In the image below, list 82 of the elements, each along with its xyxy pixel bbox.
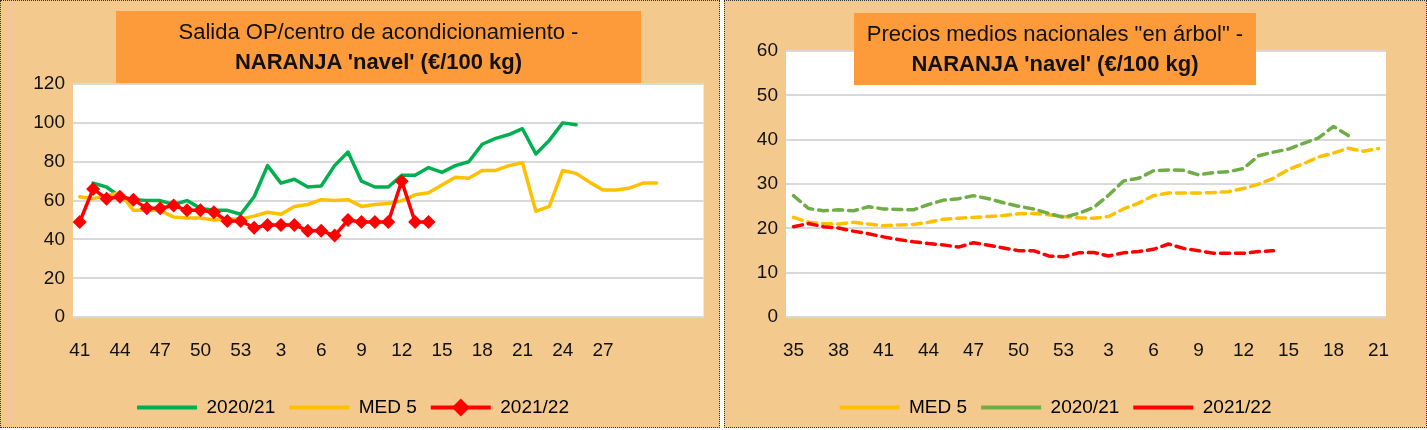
y-tick-label: 10 [756,261,778,283]
x-tick-label: 50 [189,338,212,360]
y-tick-label: 60 [756,39,778,61]
x-tick-label: 47 [962,338,985,360]
point [314,223,329,238]
point [354,214,369,229]
y-tick-label: 40 [756,127,778,149]
x-tick-label: 18 [471,338,493,360]
x-tick-label: 6 [1148,338,1159,360]
x-tick-label: 38 [827,338,850,360]
point [99,191,114,206]
point [126,192,141,207]
point [112,189,127,204]
x-tick-label: 12 [391,338,413,360]
y-tick-label: 20 [43,266,65,288]
y-tick-label: 50 [756,83,778,105]
point [180,203,195,218]
x-tick-label: 47 [149,338,171,360]
x-tick-label: 44 [109,338,131,360]
x-tick-label: 24 [552,338,574,360]
point [233,214,248,229]
point [381,214,396,229]
legend-label: MED 5 [358,395,417,417]
y-tick-label: 30 [756,172,778,194]
x-tick-label: 27 [592,338,614,360]
point [273,217,288,232]
x-tick-label: 41 [872,338,895,360]
point [166,198,181,213]
x-tick-label: 53 [1052,338,1075,360]
chart-subtitle: NARANJA 'navel' (€/100 kg) [233,48,524,76]
point [220,214,235,229]
point [153,201,168,216]
y-tick-label: 120 [33,72,65,94]
x-tick-label: 21 [511,338,534,360]
x-tick-label: 9 [356,338,367,360]
x-tick-label: 35 [782,338,805,360]
y-tick-label: 20 [756,216,778,238]
x-tick-label: 9 [1193,338,1204,360]
y-tick-label: 60 [43,188,65,210]
point [408,214,423,229]
x-tick-label: 53 [230,338,252,360]
y-tick-label: 80 [43,149,65,171]
legend-label: 2021/22 [1202,395,1272,417]
legend-label: 2020/21 [1050,395,1120,417]
x-tick-label: 6 [315,338,327,360]
point [206,205,221,220]
point [300,223,315,238]
x-tick-label: 18 [1322,338,1345,360]
point [247,220,262,235]
point [139,201,154,216]
x-tick-label: 15 [1277,338,1300,360]
x-tick-label: 15 [431,338,453,360]
point [327,228,342,243]
legend-label: MED 5 [909,395,968,417]
y-tick-label: 0 [767,305,778,327]
line-series [791,221,1276,259]
line-series [791,124,1351,220]
y-tick-label: 0 [54,305,65,327]
point [341,213,356,228]
point [86,181,101,196]
point [287,217,302,232]
point [421,214,436,229]
point [260,217,275,232]
y-tick-label: 100 [33,111,65,133]
chart-subtitle: NARANJA 'navel' (€/100 kg) [910,50,1200,78]
chart-title: Salida OP/centro de acondicionamiento - [177,18,580,46]
x-tick-label: 3 [275,338,287,360]
point [72,214,87,229]
chart-title: Precios medios nacionales "en árbol" - [865,20,1245,48]
x-tick-label: 41 [69,338,91,360]
legend-label: 2021/22 [500,395,569,417]
line-series [791,146,1381,228]
x-tick-label: 21 [1367,338,1390,360]
point [193,203,208,218]
point [367,214,382,229]
point [394,174,409,189]
x-tick-label: 3 [1103,338,1114,360]
y-tick-label: 40 [43,227,65,249]
x-tick-label: 44 [917,338,940,360]
x-tick-label: 12 [1232,338,1255,360]
legend-label: 2020/21 [206,395,276,417]
x-tick-label: 50 [1007,338,1030,360]
